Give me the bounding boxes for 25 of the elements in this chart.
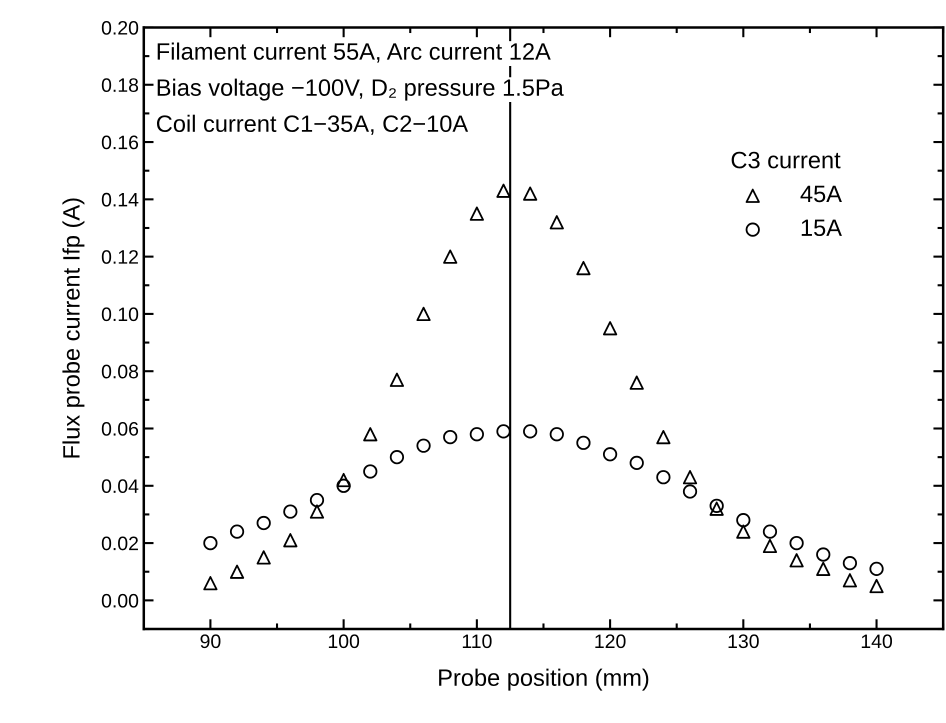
x-tick-label: 100 [328,634,360,648]
annotation: Bias voltage −100V, D₂ pressure 1.5Pa [158,78,564,101]
x-tick-label: 90 [200,634,220,648]
annotation: Coil current C1−35A, C2−10A [156,114,468,135]
y-tick-label: 0.20 [102,20,138,35]
x-tick-label: 130 [728,634,759,648]
y-tick-label: 0.06 [102,422,138,436]
y-axis-title: Flux probe current Ifp (A) [62,198,84,458]
y-tick-label: 0.00 [102,594,138,608]
legend-title: C3 current [732,152,840,168]
annotation: Filament current 55A, Arc current 12A [158,42,551,63]
x-tick-label: 120 [595,634,626,648]
y-tick-label: 0.02 [102,536,138,550]
x-tick-label: 110 [462,634,492,648]
legend-label: 15A [802,220,842,236]
y-tick-label: 0.16 [102,136,138,150]
y-tick-label: 0.18 [102,78,138,92]
y-tick-label: 0.04 [102,479,138,494]
legend-label: 45A [800,186,842,202]
y-tick-label: 0.10 [102,307,138,322]
x-tick-label: 140 [862,634,892,648]
y-tick-label: 0.08 [102,364,138,378]
y-tick-label: 0.14 [102,192,138,207]
y-tick-label: 0.12 [102,250,138,264]
x-axis-title: Probe position (mm) [439,668,648,691]
